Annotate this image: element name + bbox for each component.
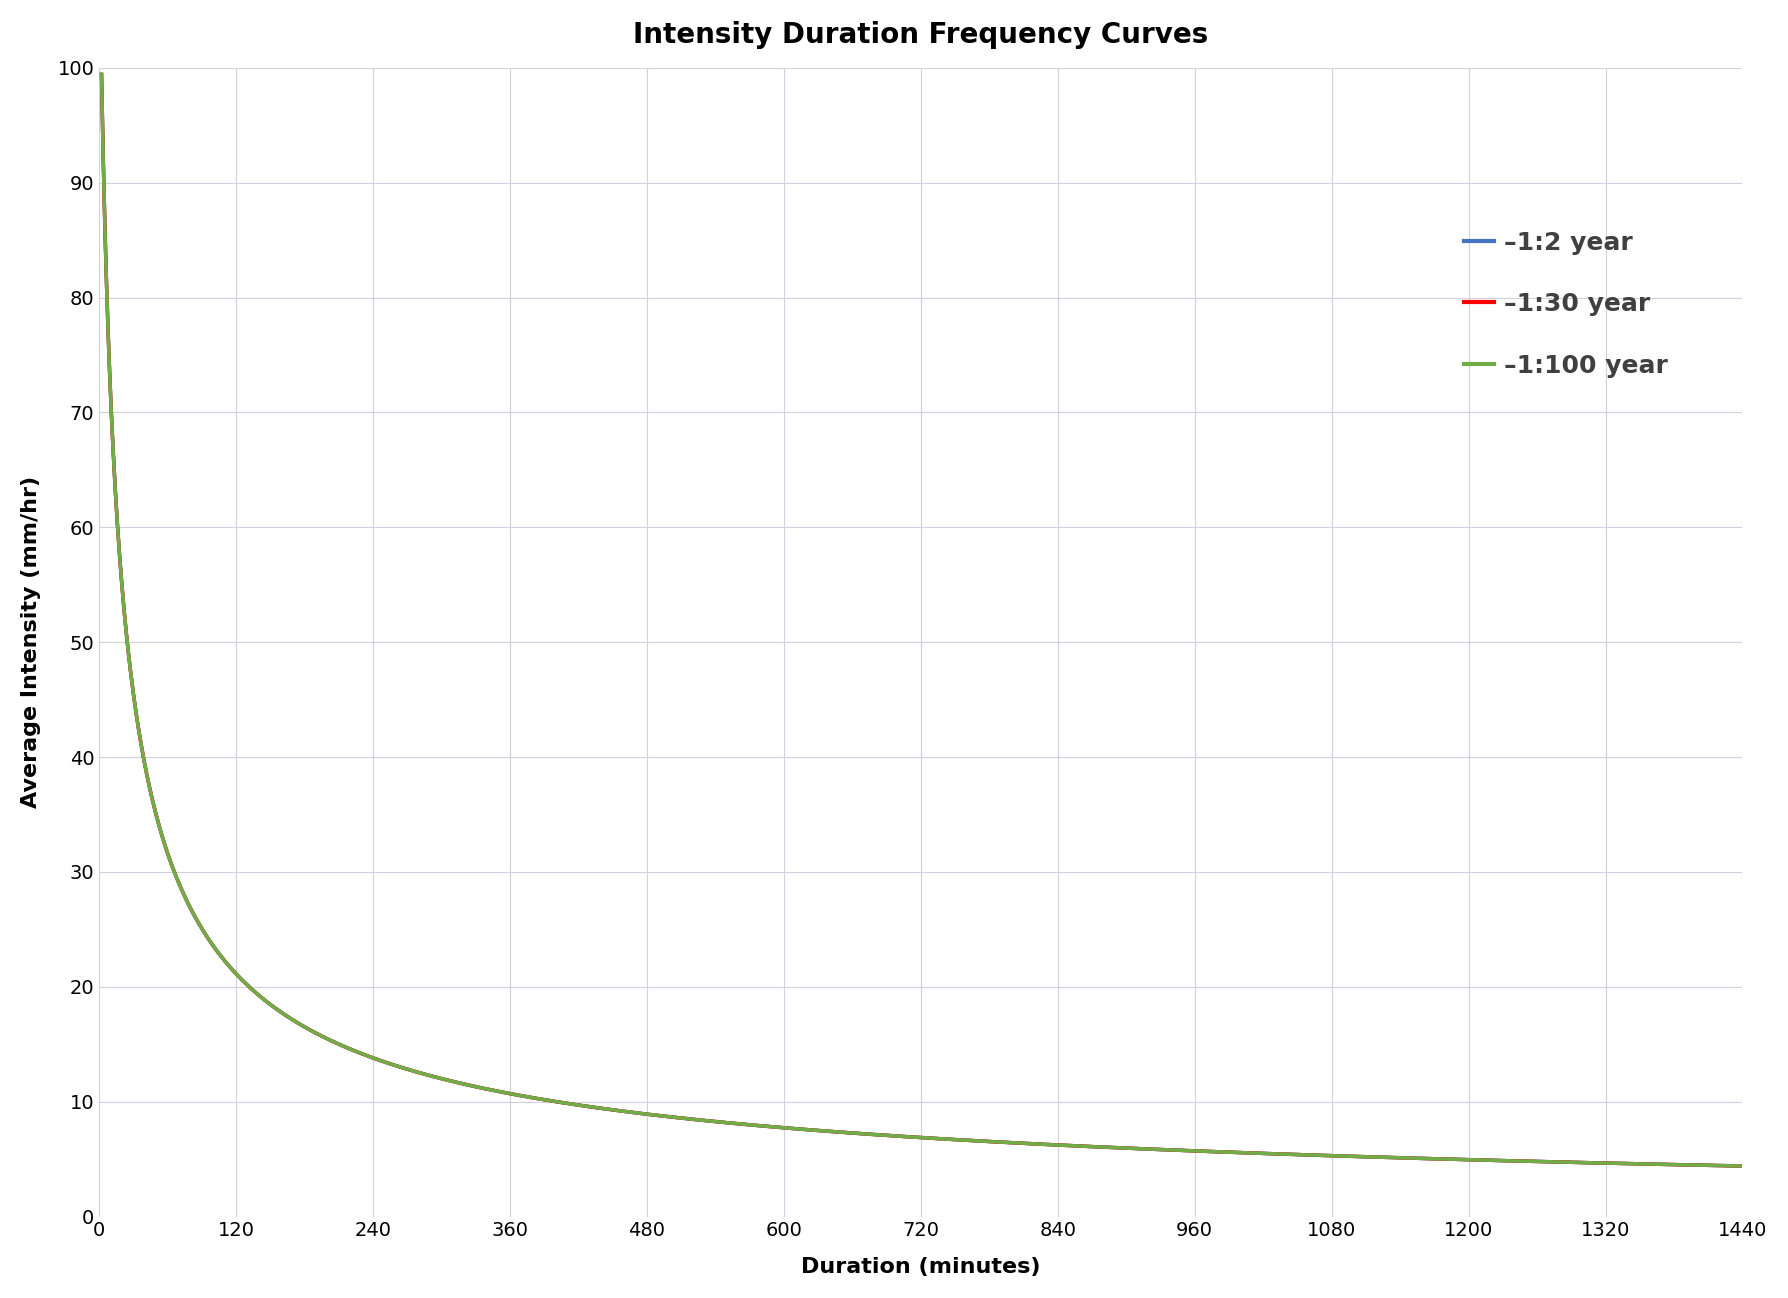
Y-axis label: Average Intensity (mm/hr): Average Intensity (mm/hr) [21, 476, 41, 809]
Title: Intensity Duration Frequency Curves: Intensity Duration Frequency Curves [633, 21, 1209, 49]
X-axis label: Duration (minutes): Duration (minutes) [801, 1258, 1041, 1277]
Legend: –1:2 year, –1:30 year, –1:100 year: –1:2 year, –1:30 year, –1:100 year [1452, 218, 1681, 391]
